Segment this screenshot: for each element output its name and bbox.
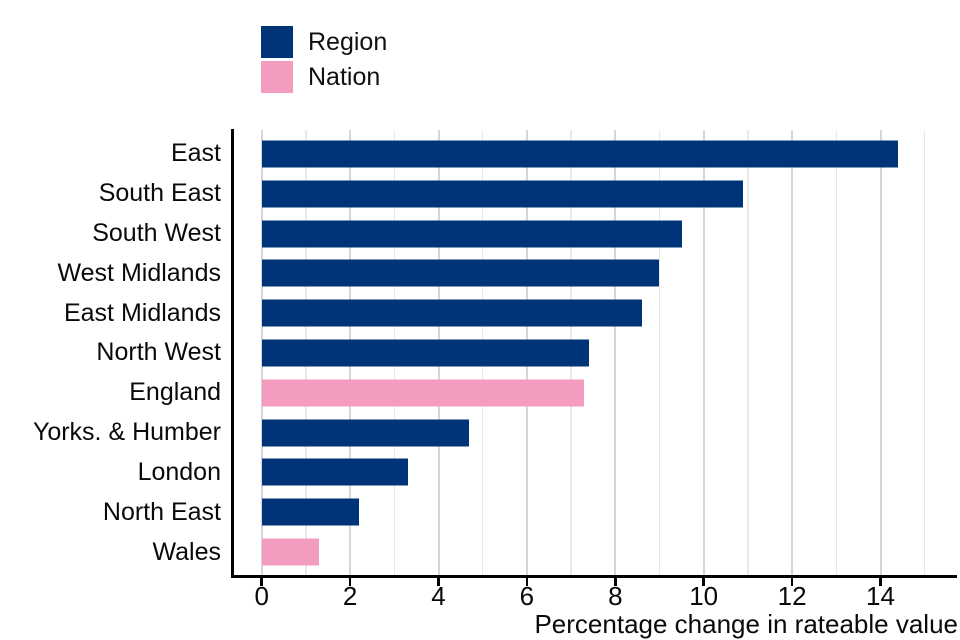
x-tick-label-6: 6 bbox=[519, 581, 535, 611]
category-row-west-midlands: West Midlands bbox=[0, 253, 222, 293]
bar-row-north-west bbox=[231, 333, 955, 373]
category-row-north-east: North East bbox=[0, 492, 221, 532]
bar-row-yorks-humber bbox=[231, 413, 955, 453]
x-tick-label-10: 10 bbox=[689, 581, 719, 611]
x-tick-4 bbox=[437, 577, 440, 586]
bar-east bbox=[261, 140, 899, 168]
gridline-x-14 bbox=[879, 130, 882, 575]
bar-south-east bbox=[261, 180, 744, 208]
x-tick-label-14: 14 bbox=[866, 581, 895, 611]
bar-row-west-midlands bbox=[231, 253, 955, 293]
y-axis-line bbox=[231, 129, 234, 577]
x-tick-8 bbox=[614, 577, 617, 586]
category-row-wales: Wales bbox=[0, 532, 221, 572]
x-tick-6 bbox=[525, 577, 529, 586]
category-label-south-west: South West bbox=[92, 219, 221, 248]
x-tick-label-12: 12 bbox=[777, 581, 807, 611]
bar-east-midlands bbox=[261, 299, 642, 327]
category-label-east: East bbox=[170, 139, 221, 168]
bars bbox=[231, 134, 955, 572]
category-row-yorks-humber: Yorks. & Humber bbox=[0, 413, 221, 453]
category-row-north-west: North West bbox=[0, 333, 221, 373]
bar-west-midlands bbox=[261, 259, 660, 287]
legend-swatch-region bbox=[261, 26, 293, 58]
legend: Region Nation bbox=[261, 26, 387, 96]
bar-row-south-east bbox=[231, 174, 955, 214]
bar-row-east bbox=[231, 134, 955, 174]
x-axis-title: Percentage change in rateable value bbox=[534, 609, 958, 639]
category-label-east-midlands: East Midlands bbox=[63, 298, 221, 327]
bar-london bbox=[261, 458, 408, 486]
bar-row-england bbox=[231, 373, 955, 413]
x-tick-10 bbox=[702, 577, 705, 586]
bar-row-south-west bbox=[231, 214, 955, 254]
bar-yorks-humber bbox=[261, 419, 470, 447]
x-tick-label-0: 0 bbox=[254, 581, 269, 611]
legend-label-nation: Nation bbox=[308, 63, 381, 91]
bar-england bbox=[261, 379, 585, 407]
category-row-england: England bbox=[0, 373, 221, 413]
category-label-north-west: North West bbox=[96, 338, 221, 367]
bar-row-north-east bbox=[231, 492, 955, 532]
gridline-x-15 bbox=[923, 130, 926, 575]
bar-wales bbox=[261, 538, 320, 566]
gridline-x-12 bbox=[791, 130, 794, 575]
bar-row-london bbox=[231, 453, 955, 493]
gridline-x-13 bbox=[835, 130, 838, 575]
gridline-x-11 bbox=[747, 130, 749, 575]
category-row-east: East bbox=[0, 134, 221, 174]
bar-north-west bbox=[261, 339, 589, 367]
legend-label-region: Region bbox=[308, 28, 388, 56]
category-row-east-midlands: East Midlands bbox=[0, 293, 221, 333]
x-axis-line bbox=[231, 575, 957, 578]
bar-row-wales bbox=[231, 532, 955, 572]
bar-row-east-midlands bbox=[231, 293, 955, 333]
legend-item-region: Region bbox=[261, 26, 387, 58]
category-label-north-east: North East bbox=[102, 497, 221, 526]
category-row-london: London bbox=[0, 453, 221, 493]
gridline-x-10 bbox=[702, 130, 705, 575]
category-row-south-east: South East bbox=[0, 174, 221, 214]
category-labels: East South East South West West Midlands Eas… bbox=[0, 134, 221, 572]
legend-item-nation: Nation bbox=[261, 61, 387, 93]
category-label-england: England bbox=[129, 378, 221, 407]
x-tick-0 bbox=[260, 577, 263, 586]
category-label-yorks-humber: Yorks. & Humber bbox=[32, 418, 221, 447]
gridline-x-9 bbox=[658, 130, 661, 575]
category-label-wales: Wales bbox=[152, 537, 221, 566]
category-row-south-west: South West bbox=[0, 214, 221, 254]
x-tick-2 bbox=[348, 577, 352, 586]
bar-north-east bbox=[261, 498, 359, 526]
category-label-london: London bbox=[137, 457, 221, 486]
x-tick-12 bbox=[790, 577, 794, 586]
x-tick-label-4: 4 bbox=[431, 581, 446, 611]
x-tick-label-2: 2 bbox=[342, 581, 358, 611]
x-tick-label-8: 8 bbox=[608, 581, 623, 611]
x-tick-14 bbox=[879, 577, 882, 586]
gridline-x-8 bbox=[614, 130, 617, 575]
category-label-west-midlands: West Midlands bbox=[57, 258, 222, 287]
legend-swatch-nation bbox=[261, 61, 293, 93]
bar-south-west bbox=[261, 220, 682, 248]
category-label-south-east: South East bbox=[98, 179, 221, 208]
